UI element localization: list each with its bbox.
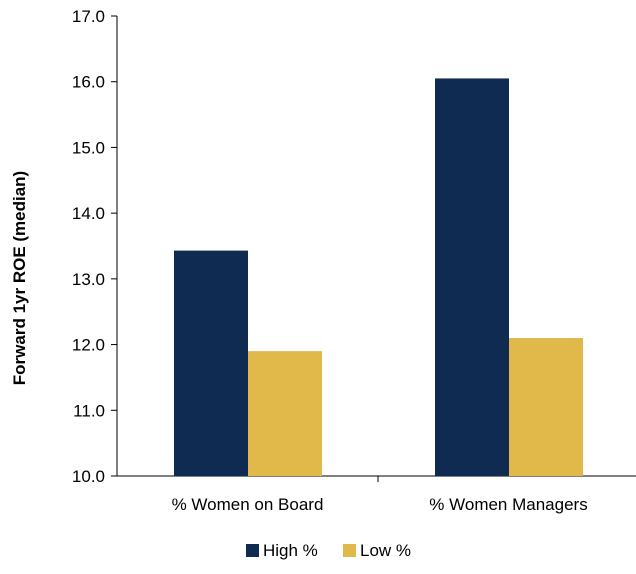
bar [435, 78, 509, 476]
legend-swatch [246, 544, 259, 557]
y-tick-label: 13.0 [72, 270, 105, 289]
y-tick-label: 11.0 [73, 401, 105, 420]
bar [248, 351, 322, 476]
bar [174, 250, 248, 476]
legend-label: Low % [360, 541, 411, 560]
legend-label: High % [263, 541, 318, 560]
y-tick-label: 17.0 [72, 7, 105, 26]
y-tick-label: 16.0 [72, 73, 105, 92]
legend-swatch [343, 544, 356, 557]
y-tick-label: 14.0 [72, 204, 105, 223]
y-axis-title: Forward 1yr ROE (median) [10, 171, 29, 385]
y-tick-label: 10.0 [72, 467, 105, 486]
y-axis: 10.0 11.0 12.0 13.0 14.0 15.0 16.0 17.0 [72, 7, 118, 486]
x-category-label: % Women Managers [429, 495, 587, 514]
legend: High % Low % [246, 541, 411, 560]
x-axis: % Women on Board % Women Managers [117, 475, 636, 514]
bars [174, 78, 583, 476]
x-category-label: % Women on Board [172, 495, 324, 514]
y-tick-label: 12.0 [72, 336, 105, 355]
bar [509, 338, 583, 476]
y-tick-label: 15.0 [72, 138, 105, 157]
